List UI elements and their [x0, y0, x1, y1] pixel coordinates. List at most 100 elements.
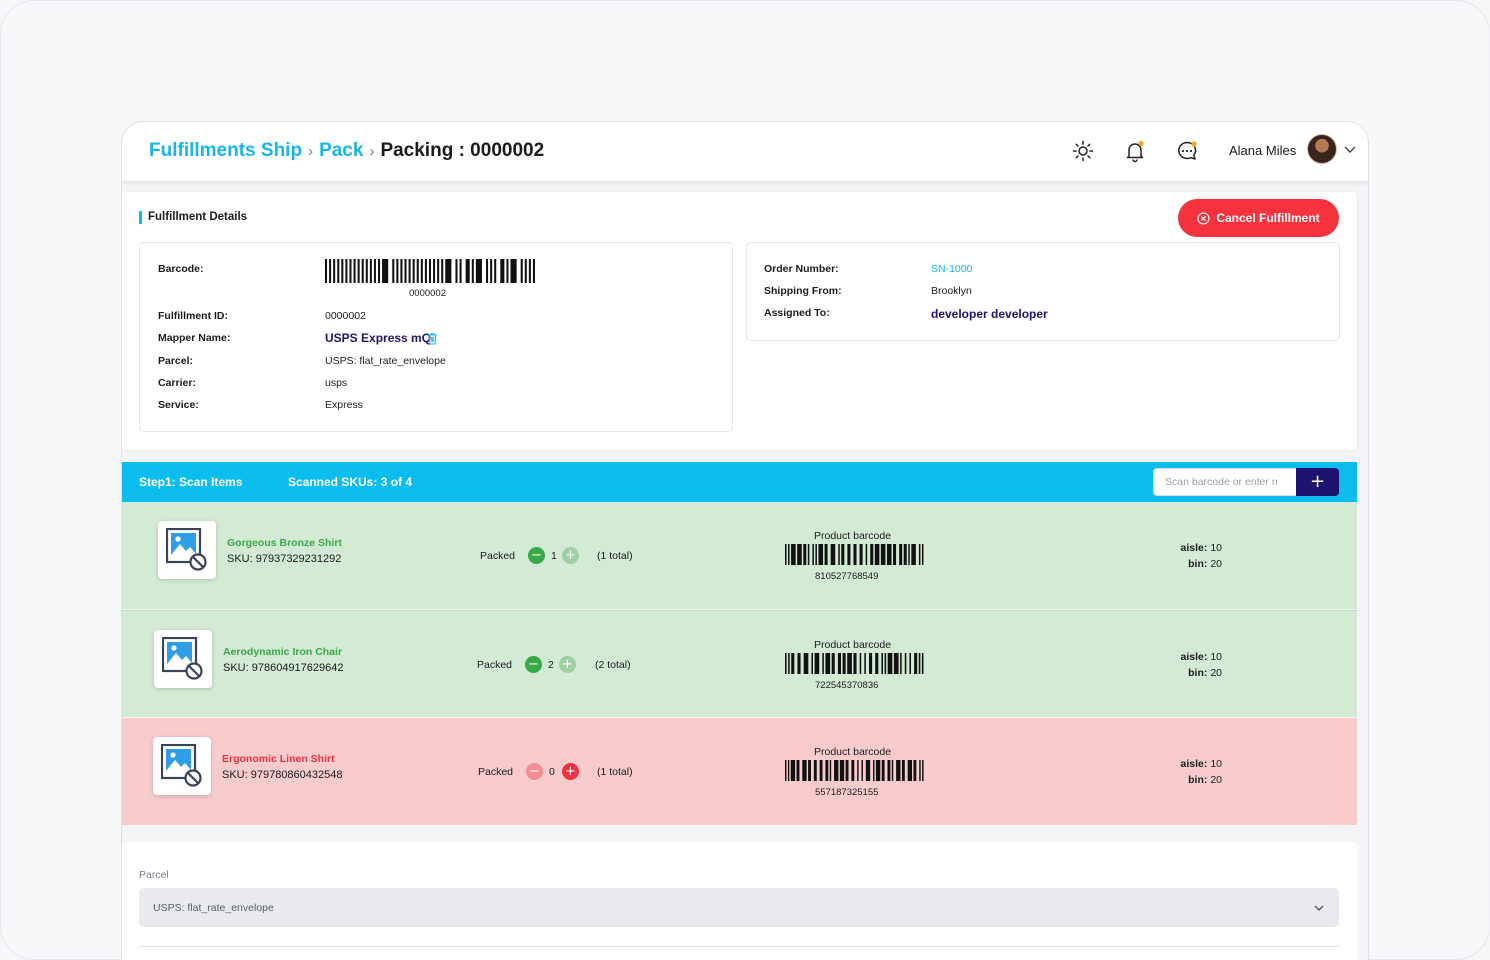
close-circle-icon: [1197, 211, 1210, 225]
scan-step-title: Step1: Scan Items: [139, 475, 243, 489]
item-row: Ergonomic Linen Shirt SKU: 9797808604325…: [122, 718, 1357, 825]
product-barcode-number: 722545370836: [815, 680, 879, 691]
cancel-fulfillment-button[interactable]: Cancel Fulfillment: [1178, 199, 1339, 237]
app-window: Fulfillments Ship › Pack › Packing : 000…: [121, 121, 1369, 960]
carrier-label: Carrier:: [158, 377, 196, 389]
decrease-qty-button[interactable]: −: [526, 763, 543, 780]
bin-label: bin:: [1188, 774, 1208, 786]
product-barcode: [785, 544, 924, 565]
bin-value: 20: [1210, 558, 1222, 570]
product-sku: SKU: 978604917629642: [223, 662, 344, 674]
barcode-label: Barcode:: [158, 263, 204, 275]
bin-label: bin:: [1188, 558, 1208, 570]
scan-barcode-input[interactable]: [1153, 468, 1296, 496]
chat-icon[interactable]: [1175, 139, 1199, 163]
breadcrumb-separator-icon: ›: [308, 142, 314, 160]
packed-qty: 0: [549, 766, 555, 778]
increase-qty-button[interactable]: +: [562, 763, 579, 780]
product-barcode-label: Product barcode: [814, 639, 892, 651]
product-barcode: [785, 653, 924, 674]
increase-qty-button[interactable]: +: [562, 547, 579, 564]
section-title: Fulfillment Details: [139, 211, 247, 224]
qty-total: (2 total): [595, 659, 631, 671]
product-barcode: [785, 760, 924, 781]
breadcrumb-pack[interactable]: Pack: [319, 140, 364, 161]
mapper-name-label: Mapper Name:: [158, 332, 231, 344]
product-barcode-label: Product barcode: [814, 530, 892, 542]
product-barcode-number: 557187325155: [815, 787, 879, 798]
add-scan-button[interactable]: +: [1296, 468, 1339, 496]
aisle-label: aisle:: [1180, 651, 1208, 663]
fulfillment-id-value: 0000002: [325, 310, 366, 322]
fulfillment-info-box: Barcode: 0000002 Fulfillment ID: 0000002…: [139, 242, 733, 432]
packed-qty: 2: [548, 659, 554, 671]
bin-label: bin:: [1188, 667, 1208, 679]
image-unavailable-icon: [162, 637, 203, 680]
increase-qty-button[interactable]: +: [559, 656, 576, 673]
order-info-box: Order Number: SN-1000 Shipping From: Bro…: [746, 242, 1340, 341]
product-name: Ergonomic Linen Shirt: [222, 753, 335, 765]
decrease-qty-button[interactable]: −: [528, 547, 545, 564]
product-barcode-number: 810527768549: [815, 571, 879, 582]
qty-total: (1 total): [597, 550, 633, 562]
image-unavailable-icon: [161, 744, 202, 787]
service-value: Express: [325, 399, 363, 411]
order-number-label: Order Number:: [764, 263, 839, 275]
packed-qty: 1: [551, 550, 557, 562]
packed-label: Packed: [478, 766, 514, 778]
order-number-value[interactable]: SN-1000: [931, 263, 973, 275]
parcel-select-label: Parcel: [139, 869, 169, 881]
trash-icon[interactable]: [427, 332, 438, 345]
fulfillment-details-card: Fulfillment Details Cancel Fulfillment B…: [122, 192, 1357, 450]
shipping-from-label: Shipping From:: [764, 285, 842, 297]
product-name: Gorgeous Bronze Shirt: [227, 537, 342, 549]
breadcrumb: Fulfillments Ship › Pack › Packing : 000…: [149, 140, 544, 162]
decrease-qty-button[interactable]: −: [525, 656, 542, 673]
fulfillment-id-label: Fulfillment ID:: [158, 310, 228, 322]
assigned-to-label: Assigned To:: [764, 307, 830, 319]
bin-value: 20: [1210, 667, 1222, 679]
item-row: Gorgeous Bronze Shirt SKU: 979373292312​…: [122, 502, 1357, 609]
packed-label: Packed: [477, 659, 513, 671]
cancel-fulfillment-label: Cancel Fulfillment: [1216, 211, 1320, 225]
item-location: aisle: 10 bin: 20: [1162, 649, 1222, 681]
aisle-value: 10: [1210, 651, 1222, 663]
sun-icon[interactable]: [1071, 139, 1095, 163]
product-thumbnail: [158, 521, 216, 579]
parcel-select[interactable]: USPS: flat_rate_envelope: [139, 888, 1339, 927]
top-header: Fulfillments Ship › Pack › Packing : 000…: [122, 122, 1368, 182]
chevron-down-icon: [1314, 905, 1324, 911]
product-thumbnail: [154, 630, 212, 688]
page-title: Packing : 0000002: [380, 140, 545, 161]
item-row: Aerodynamic Iron Chair SKU: 978604917629…: [122, 610, 1357, 717]
parcel-value: USPS: flat_rate_envelope: [325, 355, 446, 367]
breadcrumb-fulfillments-ship[interactable]: Fulfillments Ship: [149, 140, 303, 161]
parcel-label: Parcel:: [158, 355, 194, 367]
scan-items-bar: Step1: Scan Items Scanned SKUs: 3 of 4 +: [122, 462, 1357, 502]
item-location: aisle: 10 bin: 20: [1162, 756, 1222, 788]
avatar[interactable]: [1307, 134, 1337, 164]
service-label: Service:: [158, 399, 199, 411]
bell-icon[interactable]: [1123, 139, 1147, 163]
product-thumbnail: [153, 737, 211, 795]
parcel-card: Parcel USPS: flat_rate_envelope: [122, 842, 1357, 960]
assigned-to-value[interactable]: developer developer: [931, 307, 1048, 321]
product-sku: SKU: 979780860432548: [222, 769, 343, 781]
chevron-down-icon[interactable]: [1344, 144, 1356, 154]
shipping-from-value: Brooklyn: [931, 285, 972, 297]
fulfillment-barcode: [325, 259, 535, 283]
aisle-label: aisle:: [1180, 542, 1208, 554]
product-name: Aerodynamic Iron Chair: [223, 646, 343, 658]
mapper-name-value[interactable]: USPS Express mQ: [325, 331, 432, 345]
user-name[interactable]: Alana Miles: [1229, 143, 1297, 158]
qty-total: (1 total): [597, 766, 633, 778]
carrier-value: usps: [325, 377, 348, 389]
product-barcode-label: Product barcode: [814, 746, 892, 758]
product-sku: SKU: 979373292312​92: [227, 553, 342, 565]
scanned-skus-count: Scanned SKUs: 3 of 4: [288, 475, 413, 489]
aisle-value: 10: [1210, 542, 1222, 554]
aisle-value: 10: [1210, 758, 1222, 770]
barcode-number: 0000002: [409, 288, 446, 299]
aisle-label: aisle:: [1180, 758, 1208, 770]
item-location: aisle: 10 bin: 20: [1162, 540, 1222, 572]
